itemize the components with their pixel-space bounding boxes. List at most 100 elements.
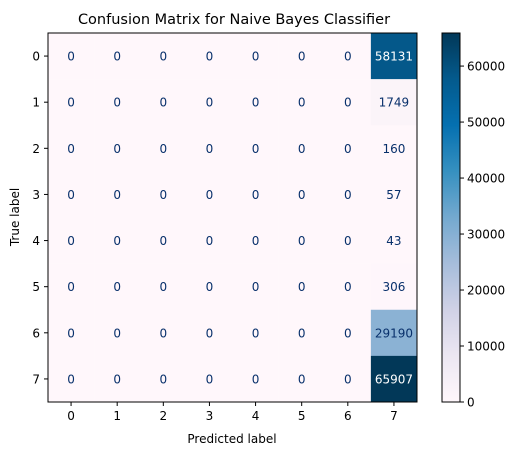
heatmap-cell: [94, 217, 141, 264]
heatmap-cell: [48, 33, 95, 80]
heatmap-cell: [140, 125, 187, 172]
colorbar-tick-label: 30000: [467, 228, 505, 242]
cell-value-label: 0: [113, 96, 121, 110]
heatmap-cell: [186, 125, 233, 172]
heatmap-cell: [232, 79, 279, 126]
heatmap-cell: [324, 355, 372, 403]
cell-value-label: 0: [206, 372, 214, 386]
cell-value-label: 0: [159, 326, 167, 340]
cell-value-label: 0: [113, 50, 121, 64]
heatmap-cell: [370, 79, 418, 126]
heatmap-cell: [232, 309, 279, 357]
heatmap-cell: [186, 79, 233, 126]
cell-value-label: 0: [67, 372, 75, 386]
heatmap-cell: [186, 33, 233, 80]
heatmap-cell: [370, 309, 418, 357]
heatmap-cell: [278, 125, 326, 172]
colorbar-tick-label: 10000: [467, 340, 505, 354]
heatmap-cell: [186, 217, 233, 264]
heatmap-cell: [370, 263, 418, 311]
heatmap-cell: [48, 309, 95, 357]
heatmap-cell-labels: 0 0 0 0 0 0 0 58131 0 0 0 0 0 0 0 1749 0 0 0 0 0 0 0 160 0 0 0 0 0 0 0…: [67, 50, 413, 387]
heatmap-cell: [232, 125, 279, 172]
heatmap-cell: [140, 263, 187, 311]
cell-value-label: 0: [67, 50, 75, 64]
x-tick-label: 5: [298, 409, 306, 423]
cell-value-label: 0: [159, 372, 167, 386]
cell-value-label: 0: [344, 50, 352, 64]
heatmap-cell: [186, 355, 233, 403]
cell-value-label: 0: [113, 280, 121, 294]
x-tick-label: 6: [344, 409, 352, 423]
cell-value-label: 0: [252, 142, 260, 156]
cell-value-label: 0: [344, 142, 352, 156]
x-tick-label: 3: [206, 409, 214, 423]
heatmap-cell: [186, 171, 233, 218]
heatmap-cell: [232, 33, 279, 80]
heatmap-cell: [94, 79, 141, 126]
colorbar-tick-label: 20000: [467, 284, 505, 298]
heatmap-cell: [232, 217, 279, 264]
cell-value-label: 0: [344, 280, 352, 294]
cell-value-label: 0: [113, 142, 121, 156]
heatmap-cell: [370, 171, 418, 218]
cell-value-label: 306: [382, 280, 405, 294]
heatmap-cell: [278, 263, 326, 311]
heatmap-cell: [94, 125, 141, 172]
cell-value-label: 0: [159, 234, 167, 248]
plot-frame: [47, 32, 418, 403]
cell-value-label: 0: [206, 326, 214, 340]
heatmap-cell: [232, 355, 279, 403]
heatmap-cell: [232, 263, 279, 311]
cell-value-label: 0: [298, 234, 306, 248]
heatmap-cell: [140, 355, 187, 403]
cell-value-label: 0: [252, 188, 260, 202]
cell-value-label: 0: [298, 280, 306, 294]
x-tick-label: 2: [159, 409, 167, 423]
y-tick-label: 0: [32, 50, 40, 64]
cell-value-label: 0: [206, 142, 214, 156]
heatmap-cell: [94, 355, 141, 403]
heatmap-cell: [94, 33, 141, 80]
heatmap-cell: [324, 217, 372, 264]
heatmap-cell: [278, 355, 326, 403]
heatmap-cell: [140, 309, 187, 357]
heatmap-cell: [370, 125, 418, 172]
heatmap-cell: [186, 263, 233, 311]
cell-value-label: 0: [113, 326, 121, 340]
y-tick-label: 4: [32, 234, 40, 248]
cell-value-label: 0: [298, 96, 306, 110]
heatmap-cell: [324, 33, 372, 80]
heatmap-cell: [324, 79, 372, 126]
cell-value-label: 0: [67, 234, 75, 248]
heatmap-cell: [94, 171, 141, 218]
heatmap-cell: [48, 125, 95, 172]
heatmap-cell: [370, 33, 418, 80]
heatmap-cell: [48, 263, 95, 311]
cell-value-label: 0: [298, 142, 306, 156]
cell-value-label: 0: [159, 50, 167, 64]
x-tick-label: 1: [113, 409, 121, 423]
cell-value-label: 0: [252, 50, 260, 64]
cell-value-label: 0: [252, 96, 260, 110]
heatmap-cell: [278, 33, 326, 80]
x-tick-label: 4: [252, 409, 260, 423]
y-tick-label: 3: [32, 188, 40, 202]
x-axis-label: Predicted label: [187, 432, 276, 446]
cell-value-label: 29190: [375, 326, 413, 340]
cell-value-label: 0: [344, 234, 352, 248]
cell-value-label: 160: [382, 142, 405, 156]
cell-value-label: 0: [206, 188, 214, 202]
cell-value-label: 0: [252, 372, 260, 386]
cell-value-label: 0: [206, 96, 214, 110]
y-axis-ticks: 0 1 2 3 4 5 6 7: [32, 50, 48, 386]
heatmap-cell: [186, 309, 233, 357]
x-tick-label: 0: [67, 409, 75, 423]
heatmap-cell: [94, 263, 141, 311]
cell-value-label: 0: [113, 372, 121, 386]
cell-value-label: 0: [344, 188, 352, 202]
heatmap-cell: [370, 217, 418, 264]
heatmap-cell: [278, 171, 326, 218]
cell-value-label: 0: [67, 188, 75, 202]
